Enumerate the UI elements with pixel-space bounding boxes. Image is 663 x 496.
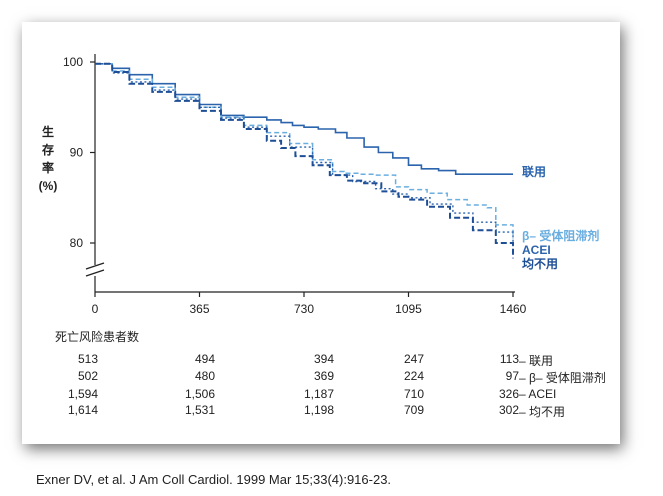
- risk-table-heading: 死亡风险患者数: [55, 330, 140, 344]
- risk-table-cell: 710: [403, 387, 424, 401]
- axis-break-mark: [85, 262, 105, 270]
- y-axis-label: 率: [42, 160, 54, 175]
- risk-table-cell: 302: [498, 403, 519, 417]
- series-label-3: 均不用: [522, 256, 558, 271]
- risk-table-cell: 513: [77, 352, 98, 366]
- y-axis-label: 生: [42, 124, 54, 139]
- risk-table-row-label: – β– 受体阻滞剂: [519, 371, 606, 385]
- risk-table-cell: 113: [499, 352, 519, 366]
- risk-table-cell: 709: [403, 403, 424, 417]
- survival-chart: 8090100036573010951460生存率(%)随访时间（天）联用β– …: [39, 54, 599, 316]
- risk-table-cell: 326: [498, 387, 519, 401]
- x-tick-label: 1095: [395, 302, 422, 316]
- citation: Exner DV, et al. J Am Coll Cardiol. 1999…: [36, 472, 392, 487]
- series-line-1: [95, 63, 514, 239]
- series-label-1: β– 受体阻滞剂: [522, 228, 599, 243]
- x-tick-label: 365: [189, 302, 209, 316]
- risk-table-cell: 480: [194, 369, 215, 383]
- y-tick-label: 80: [70, 236, 84, 250]
- risk-table-cell: 1,531: [184, 403, 215, 417]
- risk-table-row-label: – ACEI: [519, 387, 557, 401]
- y-axis-label: 存: [41, 142, 54, 157]
- risk-table-cell: 1,506: [184, 387, 215, 401]
- y-tick-label: 90: [70, 146, 84, 160]
- series-label-0: 联用: [522, 165, 546, 179]
- risk-table-cell: 494: [194, 352, 215, 366]
- risk-table-cell: 1,187: [303, 387, 334, 401]
- risk-table-cell: 224: [403, 369, 424, 383]
- risk-table-cell: 1,594: [67, 387, 98, 401]
- risk-table-row-label: – 联用: [519, 354, 554, 368]
- series-line-3: [95, 62, 514, 259]
- risk-table-cell: 369: [313, 369, 334, 383]
- series-line-0: [95, 63, 513, 175]
- risk-table-cell: 1,614: [67, 403, 98, 417]
- risk-table-cell: 394: [313, 352, 334, 366]
- figure-card: 8090100036573010951460生存率(%)随访时间（天）联用β– …: [22, 22, 620, 444]
- risk-table-cell: 1,198: [303, 403, 334, 417]
- series-label-2: ACEI: [522, 243, 551, 257]
- risk-table-cell: 97: [505, 369, 519, 383]
- x-tick-label: 0: [92, 302, 99, 316]
- axis-break-mark: [85, 269, 105, 277]
- y-tick-label: 100: [63, 55, 83, 69]
- x-tick-label: 730: [294, 302, 314, 316]
- risk-table-row-label: – 均不用: [519, 405, 566, 419]
- y-axis-label: (%): [39, 179, 58, 193]
- x-tick-label: 1460: [500, 302, 527, 316]
- risk-table-cell: 502: [77, 369, 98, 383]
- risk-table-cell: 247: [403, 352, 424, 366]
